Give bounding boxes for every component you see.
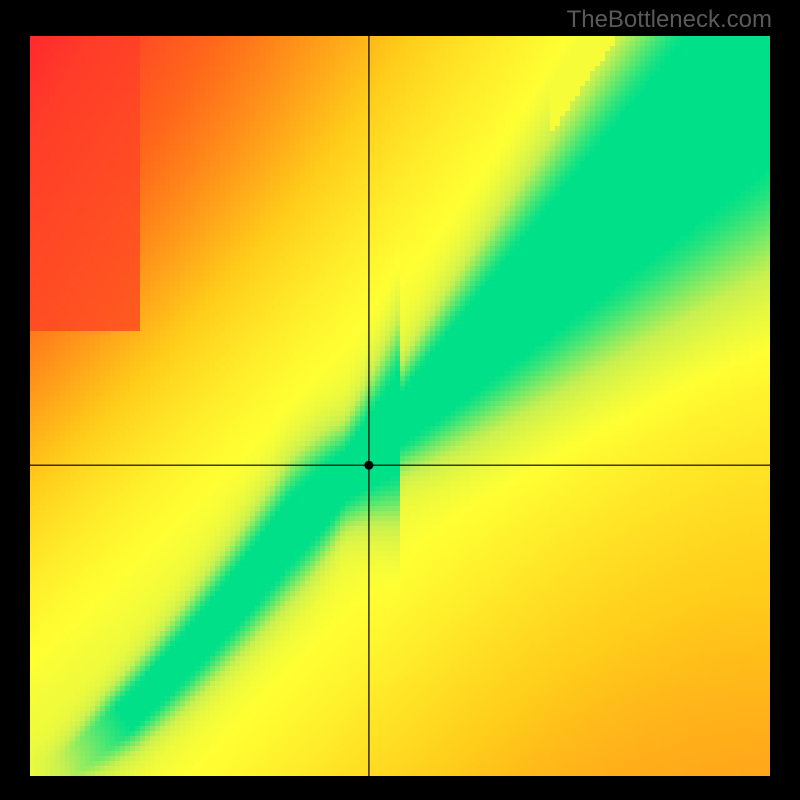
watermark-text: TheBottleneck.com xyxy=(567,6,772,34)
heatmap-plot xyxy=(30,36,770,776)
chart-container: TheBottleneck.com xyxy=(0,0,800,800)
